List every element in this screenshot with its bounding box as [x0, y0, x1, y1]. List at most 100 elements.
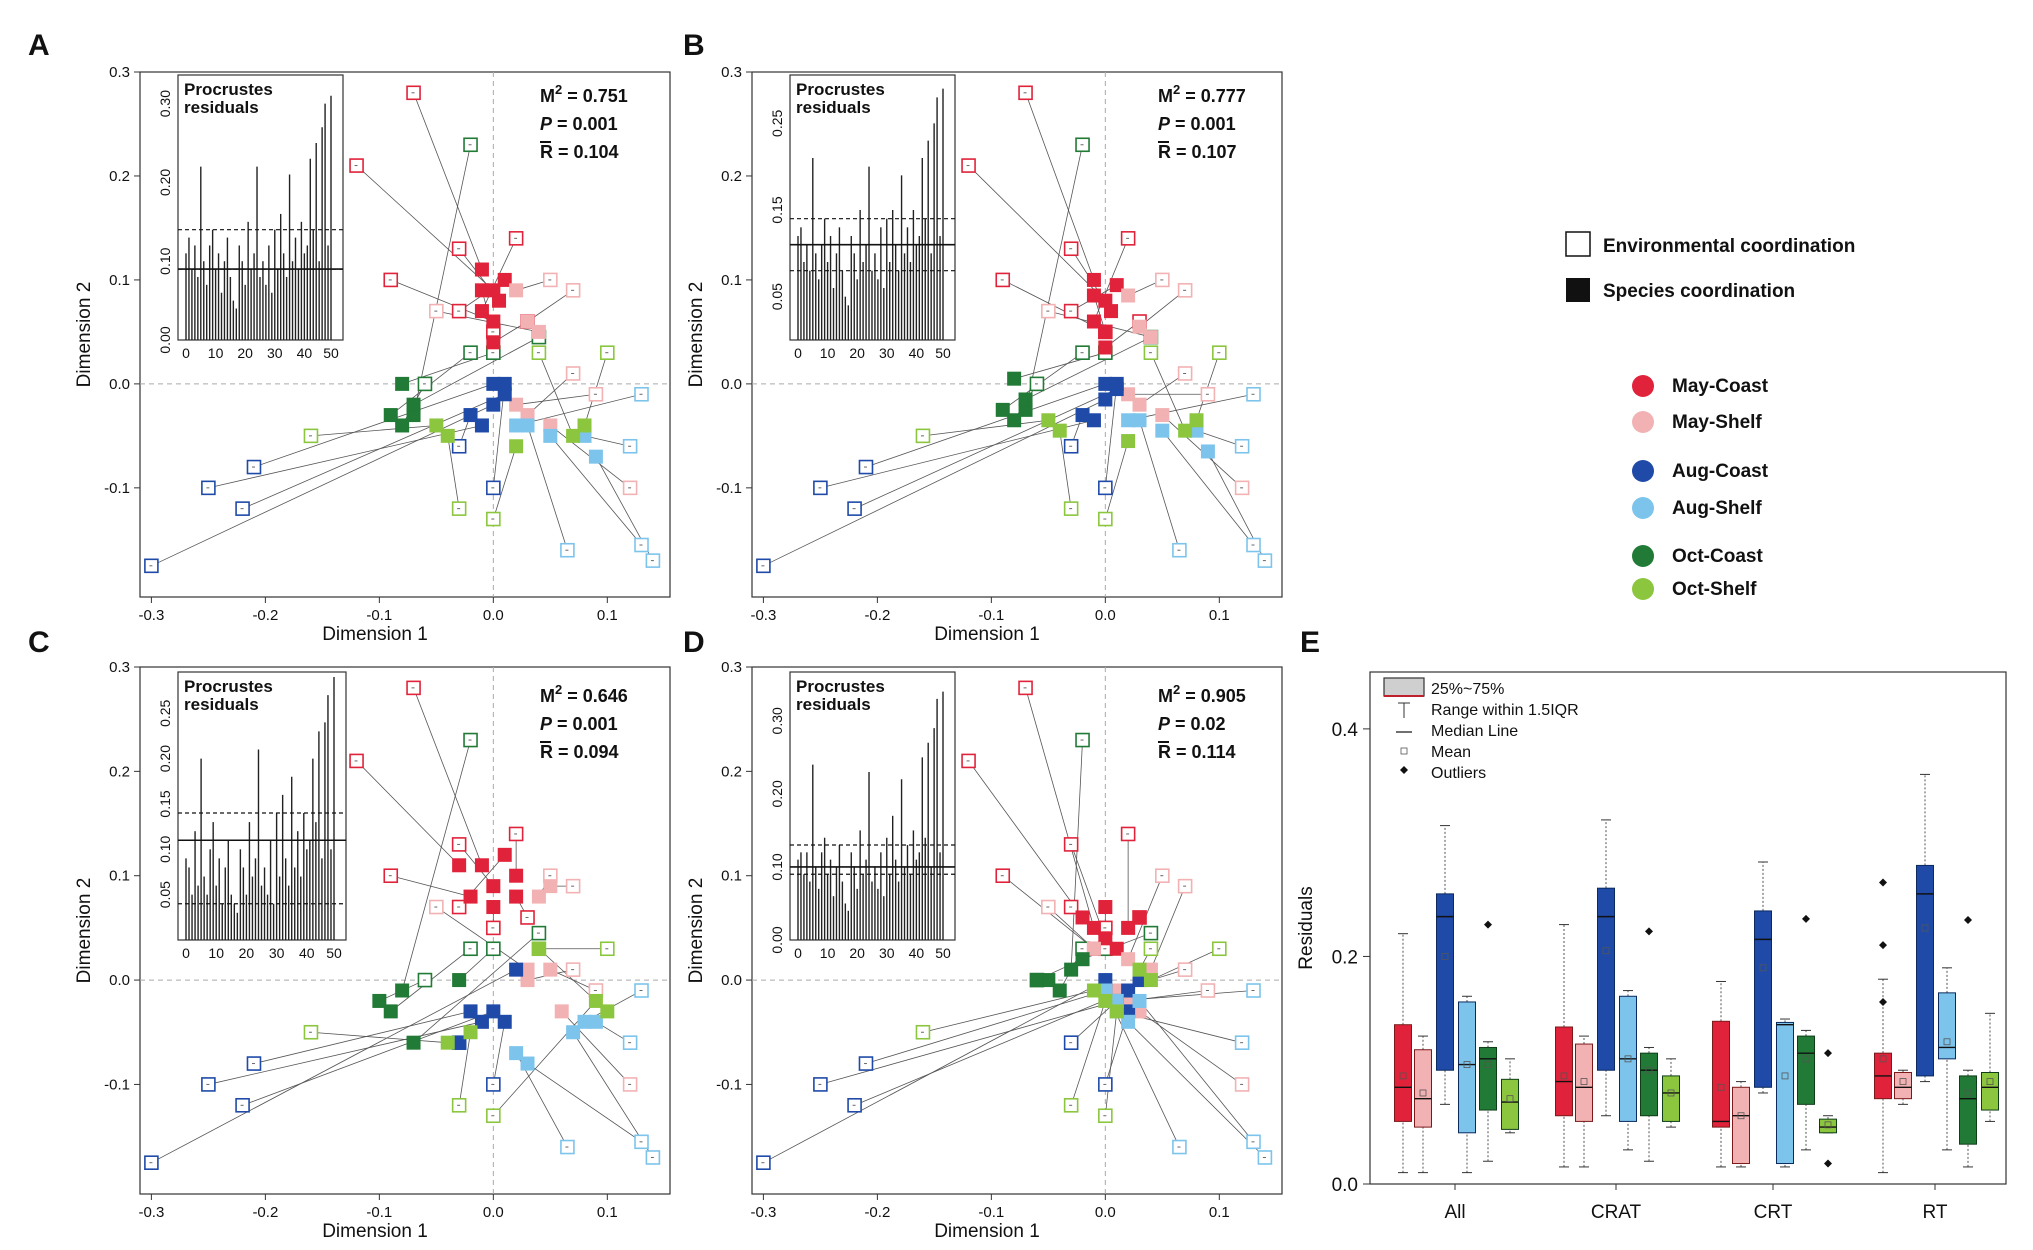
x-tick-label: -0.3	[138, 607, 164, 624]
x-tick-label: -0.3	[750, 1204, 776, 1221]
mean-marker	[1964, 1089, 1972, 1097]
stat-p-value: = 0.001	[552, 114, 618, 134]
inset-x-tick: 50	[323, 345, 339, 361]
box-crt-0	[1712, 980, 1730, 1168]
species-point	[1086, 288, 1101, 303]
species-point	[452, 973, 467, 988]
connector-line	[413, 932, 540, 1043]
species-point	[463, 1004, 478, 1019]
species-point	[577, 418, 592, 433]
connector-line	[413, 92, 483, 270]
x-tick-label: -0.3	[750, 607, 776, 624]
stat-p: P = 0.001	[1158, 114, 1236, 134]
species-point	[1075, 408, 1090, 423]
stat-m2: M2 = 0.646	[540, 682, 628, 706]
legend-dot-2	[1632, 460, 1654, 482]
inset-title-line-2: residuals	[796, 98, 871, 117]
inset-x-tick: 0	[794, 345, 802, 361]
species-point	[1064, 962, 1079, 977]
species-points	[372, 847, 615, 1071]
panel-d: D -0.3 -0.2 -0.1 0.0 0.1 -0.1 0.0 0.1 0.2 0.3 Dime…	[683, 626, 1283, 1242]
stat-m2-superscript: 2	[555, 682, 562, 697]
inset-y-tick: 0.20	[769, 780, 785, 807]
species-point	[1098, 392, 1113, 407]
iqr-box	[1597, 887, 1615, 1071]
y-tick-label: 0.0	[721, 376, 742, 393]
connector-line	[865, 383, 1106, 468]
species-point	[509, 439, 524, 454]
mean-marker	[1899, 1078, 1907, 1085]
connector-line	[527, 373, 574, 416]
mean-marker	[1667, 1089, 1675, 1097]
y-tick-label: -0.1	[104, 480, 130, 497]
y-tick-label: 0.3	[109, 659, 130, 676]
mean-marker	[1986, 1078, 1994, 1085]
box-legend-label-1: Range within 1.5IQR	[1431, 702, 1579, 719]
inset-x-tick: 20	[239, 945, 255, 961]
panel-label-e: E	[1300, 626, 1320, 659]
species-point	[588, 1014, 603, 1029]
mean-marker	[1560, 1072, 1568, 1080]
x-axis-title: Dimension 1	[322, 1221, 428, 1242]
mean-marker	[1506, 1095, 1514, 1103]
connector-line	[854, 388, 1117, 509]
species-point	[452, 858, 467, 873]
x-tick-label: -0.2	[864, 1204, 890, 1221]
connector-line	[242, 393, 505, 510]
x-axis-title: Dimension 1	[934, 1221, 1040, 1242]
outlier-marker	[1645, 927, 1653, 936]
inset-y-tick: 0.10	[157, 835, 173, 862]
mean-marker	[1921, 924, 1929, 932]
stat-r-value: = 0.104	[553, 142, 619, 162]
box-all-0	[1394, 933, 1412, 1174]
species-point	[1121, 920, 1136, 935]
connector-line	[1104, 1011, 1118, 1116]
box-crt-5	[1819, 1049, 1837, 1168]
species-point	[474, 283, 489, 298]
iqr-box	[1712, 1020, 1730, 1128]
connector-line	[1025, 336, 1152, 400]
species-point	[474, 262, 489, 277]
stat-p-label: P	[1158, 714, 1171, 734]
species-point	[1098, 324, 1113, 339]
outlier-marker	[1824, 1049, 1832, 1058]
connector-line	[253, 1010, 471, 1064]
species-point	[406, 397, 421, 412]
box-crt-2	[1754, 861, 1772, 1094]
connector-line	[516, 393, 642, 426]
x-tick-label: -0.2	[252, 607, 278, 624]
connector-line	[584, 435, 631, 447]
connector-line	[820, 419, 1095, 489]
inset-y-tick: 0.10	[769, 853, 785, 880]
legend-dot-4	[1632, 545, 1654, 567]
inset-x-tick: 50	[935, 945, 951, 961]
species-point	[531, 941, 546, 956]
inset-x-tick: 0	[182, 945, 190, 961]
iqr-box	[1754, 910, 1772, 1088]
box-all-5	[1501, 1058, 1519, 1134]
connector-line	[413, 336, 540, 406]
legend-dot-1	[1632, 411, 1654, 433]
box-rt-4	[1959, 916, 1977, 1168]
species-point	[1200, 444, 1215, 459]
plot-frame	[139, 666, 671, 1195]
species-point	[1121, 952, 1136, 967]
stat-r-label: R	[1158, 142, 1171, 162]
box-crt-1	[1732, 1081, 1750, 1168]
outlier-marker	[1824, 1159, 1832, 1168]
iqr-box	[1797, 1035, 1815, 1105]
stat-r-label: R	[540, 142, 553, 162]
box-legend-label-0: 25%~75%	[1431, 681, 1504, 698]
species-point	[1104, 304, 1119, 319]
y-tick-label: 0.2	[721, 168, 742, 185]
species-point	[440, 428, 455, 443]
connector-line	[1162, 430, 1254, 546]
species-point	[1132, 910, 1147, 925]
outlier-marker	[1879, 878, 1887, 887]
species-point	[1041, 413, 1056, 428]
species-points	[383, 262, 603, 464]
stat-m2: M2 = 0.777	[1158, 82, 1246, 106]
connector-line	[1139, 1000, 1254, 1143]
species-point	[486, 1004, 501, 1019]
